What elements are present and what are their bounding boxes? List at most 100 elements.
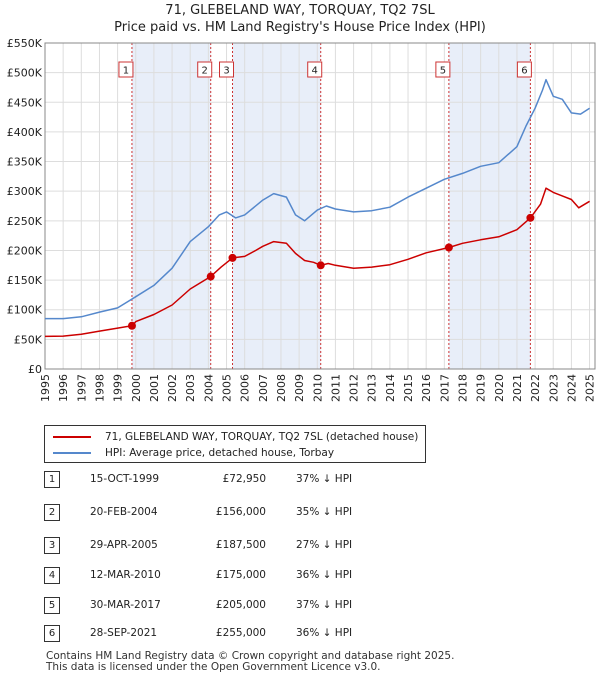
sale-number: 6	[44, 625, 60, 642]
table-row: 6 28-SEP-2021 £255,000 36% ↓ HPI	[44, 625, 444, 643]
legend-item-property: 71, GLEBELAND WAY, TORQUAY, TQ2 7SL (det…	[53, 430, 418, 444]
legend-label-property: 71, GLEBELAND WAY, TORQUAY, TQ2 7SL (det…	[105, 431, 419, 443]
shaded-period	[131, 43, 211, 369]
legend-swatch-property	[53, 436, 91, 438]
legend-item-hpi: HPI: Average price, detached house, Torb…	[53, 446, 334, 460]
x-tick-label: 2012	[348, 374, 361, 402]
sale-date: 15-OCT-1999	[90, 473, 159, 485]
legend-swatch-hpi	[53, 452, 91, 454]
x-tick-label: 2000	[130, 374, 143, 402]
table-row: 3 29-APR-2005 £187,500 27% ↓ HPI	[44, 537, 444, 555]
x-tick-label: 2016	[420, 374, 433, 402]
sale-price: £187,500	[215, 539, 266, 551]
y-tick-label: £250K	[7, 215, 43, 228]
x-tick-label: 2003	[184, 374, 197, 402]
sale-price: £156,000	[215, 506, 266, 518]
x-tick-label: 1997	[75, 374, 88, 402]
sale-number: 3	[44, 537, 60, 554]
plot-frame	[44, 42, 596, 370]
sale-hpi-diff: 36% ↓ HPI	[296, 569, 353, 581]
sale-date: 12-MAR-2010	[90, 569, 161, 581]
x-tick-label: 2015	[402, 374, 415, 402]
sale-point	[316, 261, 325, 270]
table-row: 1 15-OCT-1999 £72,950 37% ↓ HPI	[44, 471, 444, 489]
sale-number: 4	[44, 567, 60, 584]
sale-label: 2	[202, 66, 208, 77]
footer-licence: This data is licensed under the Open Gov…	[46, 661, 381, 673]
sale-price: £255,000	[215, 627, 266, 639]
sale-label-box	[197, 61, 213, 78]
sale-point	[206, 272, 215, 281]
x-tick-label: 2024	[565, 374, 578, 402]
y-tick-label: £150K	[7, 274, 43, 287]
y-tick-label: £500K	[7, 67, 43, 80]
y-tick-label: £550K	[7, 37, 43, 50]
x-tick-label: 2022	[529, 374, 542, 402]
x-tick-label: 2005	[221, 374, 234, 402]
x-tick-label: 2014	[384, 374, 397, 402]
x-tick-label: 2009	[293, 374, 306, 402]
sale-hpi-diff: 37% ↓ HPI	[296, 599, 353, 611]
y-tick-label: £100K	[7, 304, 43, 317]
sale-label-box	[307, 61, 323, 78]
table-row: 4 12-MAR-2010 £175,000 36% ↓ HPI	[44, 567, 444, 585]
y-tick-label: £0	[28, 363, 42, 376]
sale-price: £205,000	[215, 599, 266, 611]
chart-title-line2: Price paid vs. HM Land Registry's House …	[114, 20, 486, 35]
x-tick-label: 1998	[93, 374, 106, 402]
sale-point	[526, 213, 535, 222]
sale-label: 3	[223, 66, 229, 77]
sale-label: 5	[440, 66, 446, 77]
x-tick-label: 1995	[39, 374, 52, 402]
x-tick-label: 2021	[511, 374, 524, 402]
sale-number: 2	[44, 504, 60, 521]
series-line-hpi	[45, 78, 591, 320]
x-tick-label: 2004	[202, 374, 215, 402]
y-tick-label: £350K	[7, 156, 43, 169]
y-tick-label: £300K	[7, 185, 43, 198]
x-tick-label: 2020	[493, 374, 506, 402]
sale-date: 29-APR-2005	[90, 539, 158, 551]
sale-price: £72,950	[222, 473, 266, 485]
sale-label-box	[219, 61, 235, 78]
sale-label-box	[435, 61, 451, 78]
x-tick-label: 1999	[112, 374, 125, 402]
chart-title-line1: 71, GLEBELAND WAY, TORQUAY, TQ2 7SL	[165, 3, 435, 18]
x-tick-label: 2017	[438, 374, 451, 402]
y-tick-label: £450K	[7, 96, 43, 109]
sale-number: 1	[44, 471, 60, 488]
y-tick-label: £50K	[14, 333, 43, 346]
sale-label-box	[118, 61, 134, 78]
x-tick-label: 2023	[547, 374, 560, 402]
price-chart: 1 2 3 4 5 6 £0 £50K £100K £150K £200K £250K £300K £35…	[7, 37, 597, 402]
sale-price: £175,000	[215, 569, 266, 581]
sale-point	[127, 321, 136, 330]
sale-label-box	[516, 61, 532, 78]
sale-hpi-diff: 27% ↓ HPI	[296, 539, 353, 551]
sale-hpi-diff: 35% ↓ HPI	[296, 506, 353, 518]
legend: 71, GLEBELAND WAY, TORQUAY, TQ2 7SL (det…	[44, 425, 426, 463]
y-tick-label: £400K	[7, 126, 43, 139]
sale-hpi-diff: 36% ↓ HPI	[296, 627, 353, 639]
sale-point	[228, 253, 237, 262]
footer: Contains HM Land Registry data © Crown c…	[46, 651, 454, 673]
table-row: 5 30-MAR-2017 £205,000 37% ↓ HPI	[44, 597, 444, 615]
x-tick-label: 2013	[366, 374, 379, 402]
x-tick-label: 2011	[329, 374, 342, 402]
x-tick-label: 2025	[584, 374, 597, 402]
sale-label: 1	[123, 66, 129, 77]
sale-date: 30-MAR-2017	[90, 599, 161, 611]
shaded-period	[232, 43, 321, 369]
sale-point	[444, 243, 453, 252]
sale-label: 6	[521, 66, 527, 77]
x-tick-label: 2019	[475, 374, 488, 402]
sale-label: 4	[312, 66, 318, 77]
x-tick-label: 2010	[311, 374, 324, 402]
x-tick-label: 2002	[166, 374, 179, 402]
shaded-period	[448, 43, 531, 369]
x-tick-label: 1996	[57, 374, 70, 402]
x-tick-label: 2001	[148, 374, 161, 402]
legend-label-hpi: HPI: Average price, detached house, Torb…	[105, 447, 335, 459]
x-tick-label: 2018	[456, 374, 469, 402]
chart-title: 71, GLEBELAND WAY, TORQUAY, TQ2 7SL Pric…	[0, 2, 600, 36]
